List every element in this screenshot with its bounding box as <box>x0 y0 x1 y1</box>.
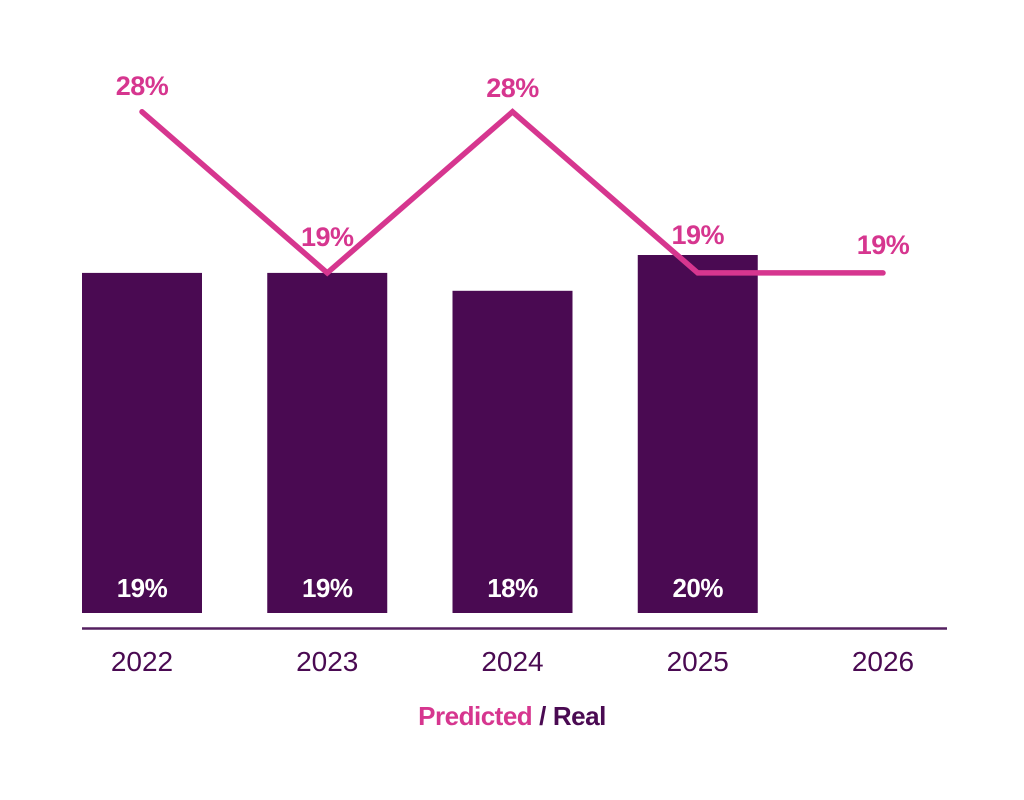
x-tick-label-2026: 2026 <box>852 646 914 677</box>
legend: Predicted / Real <box>0 701 1024 732</box>
predicted-value-label-2025: 19% <box>671 220 724 250</box>
predicted-value-label-2024: 28% <box>486 73 539 103</box>
predicted-value-label-2022: 28% <box>116 71 169 101</box>
bar-value-label-2025: 20% <box>672 573 723 603</box>
x-tick-label-2025: 2025 <box>667 646 729 677</box>
bar-2025 <box>637 255 758 613</box>
x-tick-label-2022: 2022 <box>111 646 173 677</box>
bar-value-label-2023: 19% <box>302 573 353 603</box>
legend-predicted-label: Predicted <box>418 701 533 731</box>
predicted-line <box>139 108 886 277</box>
combo-chart: 19% 19% 18% 20% 2022 2023 2024 2025 2026 28% 19% 28… <box>82 71 947 677</box>
predicted-value-label-2023: 19% <box>301 222 354 252</box>
legend-real-label: Real <box>552 701 606 731</box>
x-tick-label-2023: 2023 <box>296 646 358 677</box>
bar-2022 <box>82 272 202 613</box>
x-tick-label-2024: 2024 <box>481 646 543 677</box>
bar-2023 <box>267 272 388 613</box>
legend-separator: / <box>539 701 546 731</box>
predicted-value-label-2026: 19% <box>857 230 910 260</box>
bar-value-label-2022: 19% <box>117 573 168 603</box>
bar-2024 <box>452 290 573 613</box>
bar-value-label-2024: 18% <box>487 573 538 603</box>
